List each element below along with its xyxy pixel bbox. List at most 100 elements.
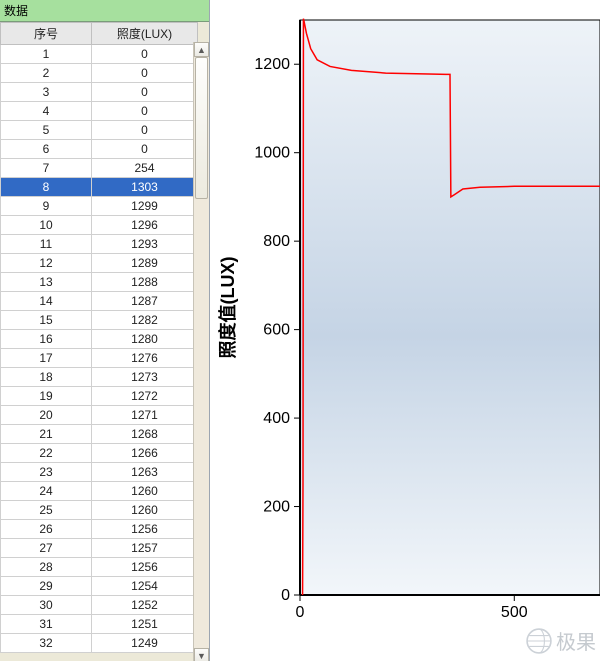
cell-index: 13 <box>1 273 92 292</box>
cell-index: 32 <box>1 634 92 653</box>
cell-lux: 1289 <box>92 254 198 273</box>
scroll-track[interactable] <box>194 57 209 648</box>
cell-index: 3 <box>1 83 92 102</box>
data-panel: 数据 序号 照度(LUX) 10203040506072548130391299… <box>0 0 210 661</box>
table-row[interactable]: 231263 <box>1 463 198 482</box>
cell-index: 6 <box>1 140 92 159</box>
ytick-label: 200 <box>263 499 290 516</box>
y-axis-title: 照度值(LUX) <box>217 257 238 359</box>
table-row[interactable]: 81303 <box>1 178 198 197</box>
table-scrollbar[interactable]: ▲ ▼ <box>193 42 209 661</box>
table-row[interactable]: 121289 <box>1 254 198 273</box>
cell-index: 12 <box>1 254 92 273</box>
cell-lux: 1296 <box>92 216 198 235</box>
table-row[interactable]: 50 <box>1 121 198 140</box>
cell-index: 11 <box>1 235 92 254</box>
table-row[interactable]: 91299 <box>1 197 198 216</box>
table-row[interactable]: 141287 <box>1 292 198 311</box>
cell-index: 14 <box>1 292 92 311</box>
ytick-label: 400 <box>263 410 290 427</box>
lux-line-chart: 0200400600800100012000500照度值(LUX) <box>210 0 600 661</box>
cell-lux: 1288 <box>92 273 198 292</box>
scroll-down-button[interactable]: ▼ <box>194 648 209 661</box>
cell-lux: 1260 <box>92 482 198 501</box>
col-header-index[interactable]: 序号 <box>1 23 92 45</box>
cell-index: 4 <box>1 102 92 121</box>
cell-index: 5 <box>1 121 92 140</box>
cell-index: 30 <box>1 596 92 615</box>
cell-index: 26 <box>1 520 92 539</box>
table-row[interactable]: 221266 <box>1 444 198 463</box>
table-row[interactable]: 60 <box>1 140 198 159</box>
cell-index: 9 <box>1 197 92 216</box>
cell-lux: 1256 <box>92 558 198 577</box>
table-row[interactable]: 161280 <box>1 330 198 349</box>
cell-index: 1 <box>1 45 92 64</box>
table-row[interactable]: 281256 <box>1 558 198 577</box>
cell-lux: 254 <box>92 159 198 178</box>
cell-lux: 1273 <box>92 368 198 387</box>
table-row[interactable]: 191272 <box>1 387 198 406</box>
cell-lux: 0 <box>92 64 198 83</box>
cell-index: 22 <box>1 444 92 463</box>
cell-lux: 0 <box>92 45 198 64</box>
cell-index: 23 <box>1 463 92 482</box>
table-row[interactable]: 201271 <box>1 406 198 425</box>
cell-index: 25 <box>1 501 92 520</box>
chart-panel: 0200400600800100012000500照度值(LUX) 极果 <box>210 0 600 661</box>
table-row[interactable]: 111293 <box>1 235 198 254</box>
cell-lux: 1271 <box>92 406 198 425</box>
cell-index: 20 <box>1 406 92 425</box>
ytick-label: 800 <box>263 233 290 250</box>
cell-index: 31 <box>1 615 92 634</box>
table-row[interactable]: 10 <box>1 45 198 64</box>
ytick-label: 600 <box>263 322 290 339</box>
xtick-label: 0 <box>296 604 305 621</box>
table-row[interactable]: 251260 <box>1 501 198 520</box>
table-row[interactable]: 291254 <box>1 577 198 596</box>
table-wrap: 序号 照度(LUX) 10203040506072548130391299101… <box>0 22 209 661</box>
cell-lux: 0 <box>92 102 198 121</box>
cell-lux: 1272 <box>92 387 198 406</box>
table-row[interactable]: 241260 <box>1 482 198 501</box>
table-row[interactable]: 171276 <box>1 349 198 368</box>
cell-lux: 1280 <box>92 330 198 349</box>
table-row[interactable]: 311251 <box>1 615 198 634</box>
cell-lux: 1299 <box>92 197 198 216</box>
table-row[interactable]: 7254 <box>1 159 198 178</box>
table-row[interactable]: 20 <box>1 64 198 83</box>
cell-lux: 1293 <box>92 235 198 254</box>
cell-index: 21 <box>1 425 92 444</box>
cell-lux: 0 <box>92 140 198 159</box>
ytick-label: 0 <box>281 587 290 604</box>
table-row[interactable]: 271257 <box>1 539 198 558</box>
table-row[interactable]: 181273 <box>1 368 198 387</box>
table-row[interactable]: 261256 <box>1 520 198 539</box>
table-row[interactable]: 101296 <box>1 216 198 235</box>
table-row[interactable]: 211268 <box>1 425 198 444</box>
cell-lux: 1266 <box>92 444 198 463</box>
cell-index: 10 <box>1 216 92 235</box>
scroll-thumb[interactable] <box>195 57 208 199</box>
table-row[interactable]: 30 <box>1 83 198 102</box>
col-header-lux[interactable]: 照度(LUX) <box>92 23 198 45</box>
cell-index: 17 <box>1 349 92 368</box>
cell-index: 2 <box>1 64 92 83</box>
table-row[interactable]: 301252 <box>1 596 198 615</box>
cell-index: 19 <box>1 387 92 406</box>
cell-lux: 1276 <box>92 349 198 368</box>
xtick-label: 500 <box>501 604 528 621</box>
table-row[interactable]: 321249 <box>1 634 198 653</box>
cell-lux: 1249 <box>92 634 198 653</box>
cell-index: 24 <box>1 482 92 501</box>
table-row[interactable]: 151282 <box>1 311 198 330</box>
cell-index: 8 <box>1 178 92 197</box>
ytick-label: 1000 <box>254 145 290 162</box>
panel-title: 数据 <box>0 0 209 22</box>
cell-index: 16 <box>1 330 92 349</box>
cell-lux: 1251 <box>92 615 198 634</box>
table-row[interactable]: 131288 <box>1 273 198 292</box>
cell-index: 28 <box>1 558 92 577</box>
scroll-up-button[interactable]: ▲ <box>194 42 209 57</box>
table-row[interactable]: 40 <box>1 102 198 121</box>
